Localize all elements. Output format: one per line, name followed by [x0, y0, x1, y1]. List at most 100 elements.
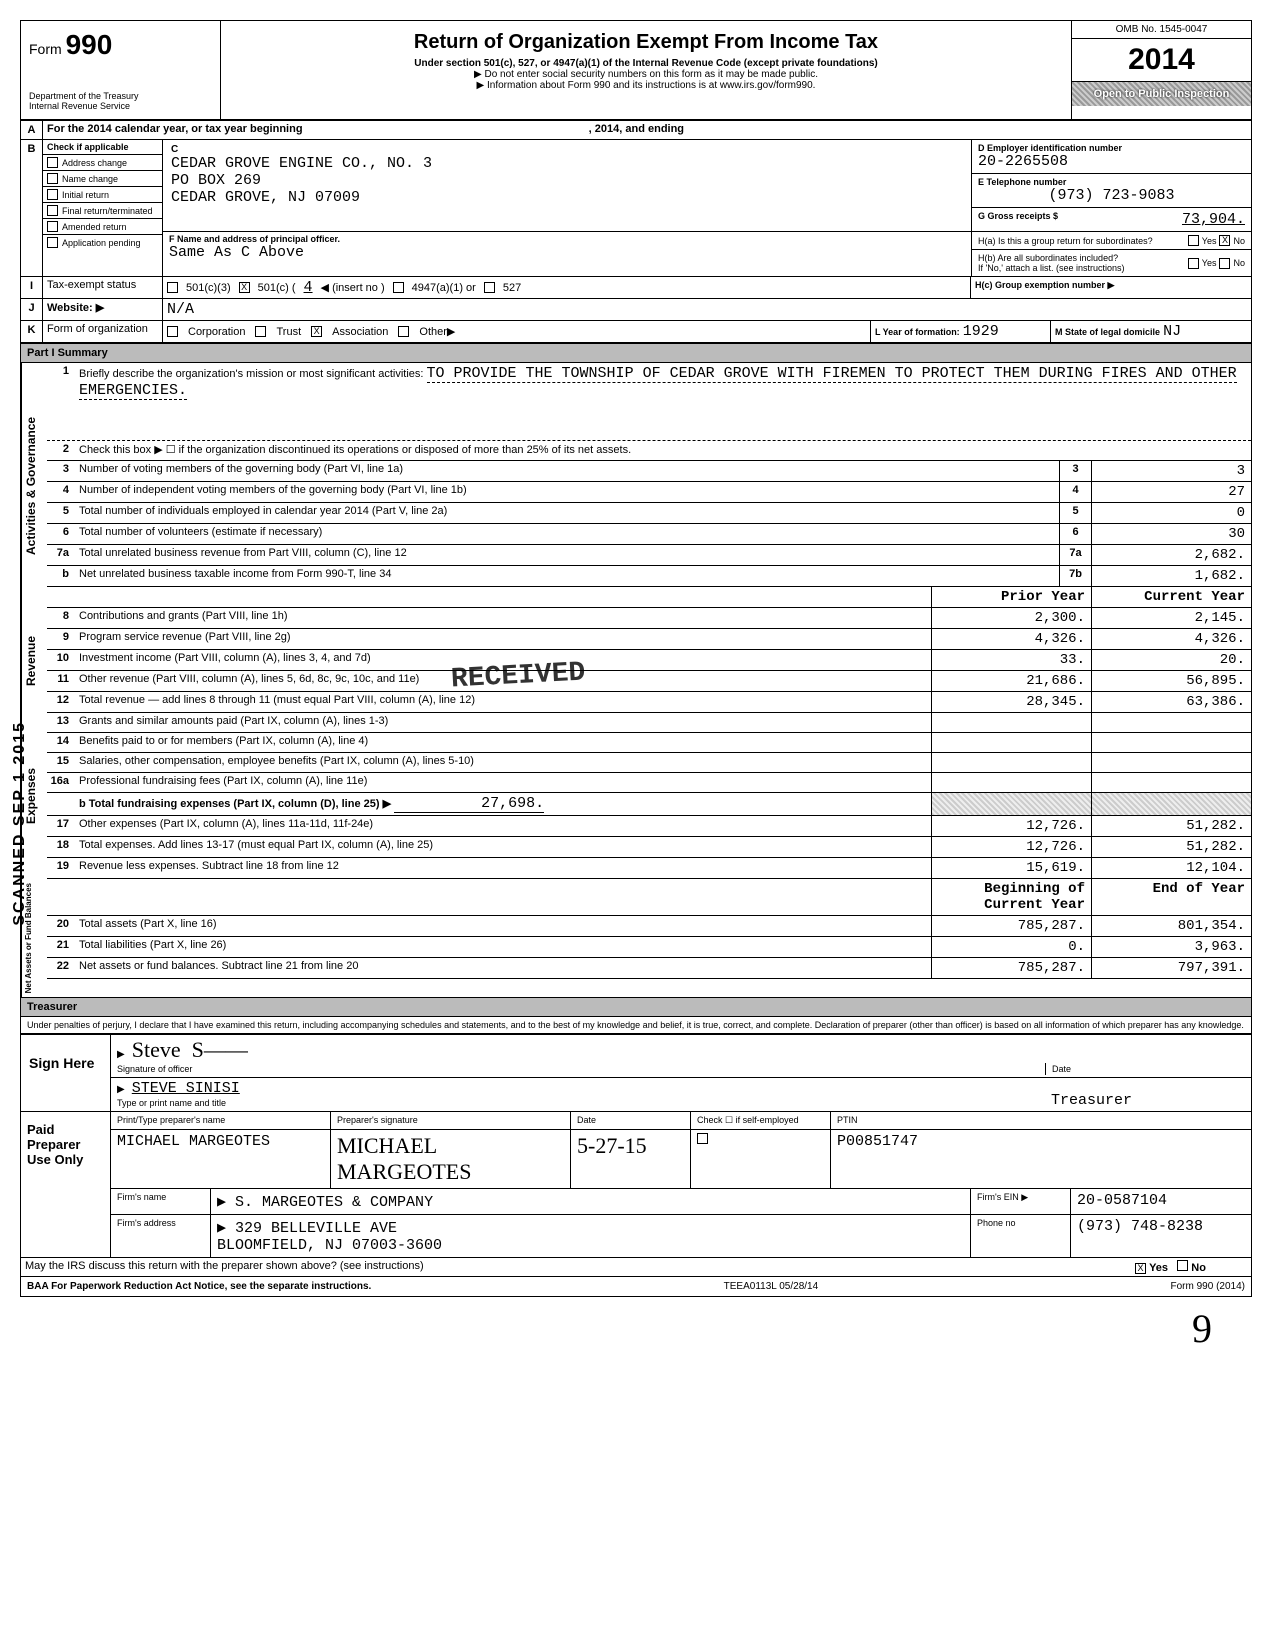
line1-num: 1 [47, 363, 75, 401]
gov-line-4: 4Number of independent voting members of… [47, 482, 1251, 503]
governance-lines: 3Number of voting members of the governi… [47, 461, 1251, 587]
addr-label: Firm's address [111, 1215, 211, 1257]
part1-lines: 1 Briefly describe the organization's mi… [47, 363, 1251, 608]
line16b: b Total fundraising expenses (Part IX, c… [47, 793, 1251, 816]
col-headers-netassets: Beginning of Current Year End of Year [47, 879, 1251, 916]
year-value: 1929 [963, 323, 999, 340]
i-options: 501(c)(3) X501(c) ( 4 ◀ (insert no ) 494… [163, 277, 971, 298]
check-4947[interactable] [393, 282, 404, 293]
letter-c: C [171, 144, 963, 155]
line1-blank2 [47, 421, 1251, 441]
footer: BAA For Paperwork Reduction Act Notice, … [21, 1277, 1251, 1296]
ein-value: 20-2265508 [978, 153, 1245, 170]
check-other[interactable] [398, 326, 409, 337]
omb-number: OMB No. 1545-0047 [1072, 21, 1251, 39]
sig-date-label: Date [1052, 1064, 1071, 1074]
part1-body: Activities & Governance 1 Briefly descri… [21, 363, 1251, 608]
prep-firm-row: Firm's name ▶ S. MARGEOTES & COMPANY Fir… [111, 1189, 1251, 1215]
opt-4947: 4947(a)(1) or [412, 282, 476, 294]
check-final-return[interactable]: Final return/terminated [43, 203, 162, 219]
discuss-no: No [1191, 1262, 1206, 1274]
line1-label: Briefly describe the organization's miss… [79, 368, 423, 380]
line-22: 22Net assets or fund balances. Subtract … [47, 958, 1251, 979]
line-15: 15Salaries, other compensation, employee… [47, 753, 1251, 773]
line-17: 17Other expenses (Part IX, column (A), l… [47, 816, 1251, 837]
prep-col-check: Check ☐ if self-employed [691, 1112, 831, 1129]
line1-blank1 [47, 401, 1251, 421]
form-number-block: Form 990 [29, 29, 212, 61]
prep-addr-row: Firm's address ▶ 329 BELLEVILLE AVEBLOOM… [111, 1215, 1251, 1257]
check-header: Check if applicable [43, 140, 162, 155]
firm-address: ▶ 329 BELLEVILLE AVEBLOOMFIELD, NJ 07003… [211, 1215, 971, 1257]
check-pending[interactable]: Application pending [43, 235, 162, 250]
j-label: Website: ▶ [43, 299, 163, 320]
preparer-self-employed[interactable] [691, 1130, 831, 1188]
preparer-signature: MICHAEL MARGEOTES [331, 1130, 571, 1188]
h-c: H(c) Group exemption number ▶ [971, 277, 1251, 298]
check-assoc[interactable]: X [311, 326, 322, 337]
part2-header: Treasurer [21, 997, 1251, 1017]
open-to-public-badge: Open to Public Inspection [1072, 82, 1251, 106]
check-501c[interactable]: X [239, 282, 250, 293]
line-13: 13Grants and similar amounts paid (Part … [47, 713, 1251, 733]
check-amended[interactable]: Amended return [43, 219, 162, 235]
note-ssn: ▶ Do not enter social security numbers o… [227, 69, 1065, 80]
line16b-current [1091, 793, 1251, 815]
h-b-yesno[interactable]: Yes No [1188, 253, 1245, 273]
line-20: 20Total assets (Part X, line 16)785,287.… [47, 916, 1251, 937]
g-label: G Gross receipts $ [978, 211, 1058, 228]
sig-date-cell: Date [1045, 1063, 1245, 1075]
expense-lines: 13Grants and similar amounts paid (Part … [47, 713, 1251, 793]
check-corp[interactable] [167, 326, 178, 337]
line16b-desc: b Total fundraising expenses (Part IX, c… [75, 793, 931, 815]
type-print-label: Type or print name and title [117, 1098, 226, 1108]
line-16a: 16aProfessional fundraising fees (Part I… [47, 773, 1251, 793]
check-initial-return-label: Initial return [62, 190, 109, 200]
line-18: 18Total expenses. Add lines 13-17 (must … [47, 837, 1251, 858]
check-501c3[interactable] [167, 282, 178, 293]
prep-col-sig: Preparer's signature [331, 1112, 571, 1129]
check-trust[interactable] [255, 326, 266, 337]
col-end: End of Year [1091, 879, 1251, 915]
letter-a: A [21, 121, 43, 139]
letter-i: I [21, 277, 43, 298]
line-19: 19Revenue less expenses. Subtract line 1… [47, 858, 1251, 879]
opt-corp: Corporation [188, 326, 245, 338]
letter-j: J [21, 299, 43, 320]
prep-col-ptin: PTIN [831, 1112, 1251, 1129]
right-info-block: D Employer identification number 20-2265… [971, 140, 1251, 231]
preparer-date: 5-27-15 [571, 1130, 691, 1188]
opt-trust: Trust [276, 326, 301, 338]
form-subtitle: Under section 501(c), 527, or 4947(a)(1)… [227, 58, 1065, 69]
col-headers-revenue: Prior Year Current Year [47, 587, 1251, 608]
vlabel-governance: Activities & Governance [21, 363, 47, 608]
discuss-yesno[interactable]: X Yes No [1131, 1258, 1251, 1276]
dept-label: Department of the Treasury Internal Reve… [29, 91, 212, 111]
sign-body: Steve S—— Signature of officer Date STEV… [111, 1035, 1251, 1111]
header-right: OMB No. 1545-0047 2014 Open to Public In… [1071, 21, 1251, 119]
line-8: 8Contributions and grants (Part VIII, li… [47, 608, 1251, 629]
i-label: Tax-exempt status [43, 277, 163, 298]
sign-here-block: Sign Here Steve S—— Signature of officer… [21, 1033, 1251, 1111]
check-initial-return[interactable]: Initial return [43, 187, 162, 203]
revenue-block: Revenue 8Contributions and grants (Part … [21, 608, 1251, 713]
h-a-yesno[interactable]: Yes XNo [1188, 235, 1245, 246]
line-12: 12Total revenue — add lines 8 through 11… [47, 692, 1251, 713]
state-value: NJ [1163, 323, 1181, 340]
gross-receipts: 73,904. [1182, 211, 1245, 228]
check-address-change[interactable]: Address change [43, 155, 162, 171]
row-a-end: , 2014, and ending [589, 123, 684, 135]
preparer-block: Paid Preparer Use Only Print/Type prepar… [21, 1111, 1251, 1257]
f-label: F Name and address of principal officer. [169, 234, 965, 244]
expenses-inner: 13Grants and similar amounts paid (Part … [47, 713, 1251, 879]
sig-officer-label: Signature of officer [117, 1064, 192, 1074]
check-527[interactable] [484, 282, 495, 293]
sig-row-1: Steve S—— Signature of officer Date [111, 1035, 1251, 1078]
preparer-body: Print/Type preparer's name Preparer's si… [111, 1112, 1251, 1257]
row-a-text: For the 2014 calendar year, or tax year … [43, 121, 1251, 139]
h-block: H(a) Is this a group return for subordin… [971, 232, 1251, 276]
opt-527: 527 [503, 282, 521, 294]
check-name-change[interactable]: Name change [43, 171, 162, 187]
form-990-container: Form 990 Department of the Treasury Inte… [20, 20, 1252, 1297]
line-11: 11Other revenue (Part VIII, column (A), … [47, 671, 1251, 692]
